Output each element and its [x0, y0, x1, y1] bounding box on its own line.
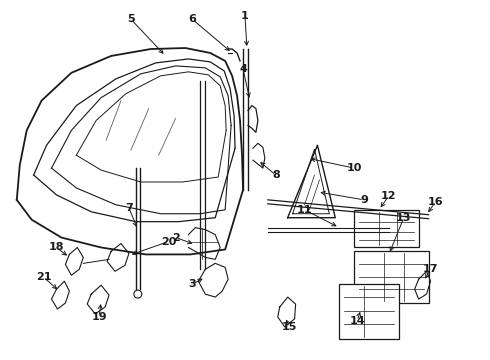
Text: 5: 5: [127, 14, 135, 24]
Text: 2: 2: [172, 233, 179, 243]
Text: 1: 1: [241, 11, 249, 21]
Text: 7: 7: [125, 203, 133, 213]
Text: 9: 9: [360, 195, 368, 205]
Text: 21: 21: [36, 272, 51, 282]
Bar: [354, 251, 429, 303]
Text: 8: 8: [272, 170, 280, 180]
Text: 13: 13: [396, 213, 412, 223]
Text: 17: 17: [423, 264, 439, 274]
Text: 15: 15: [282, 322, 297, 332]
Bar: [339, 284, 399, 339]
Text: 16: 16: [428, 197, 443, 207]
Text: 18: 18: [49, 243, 64, 252]
Bar: [354, 210, 418, 247]
Text: 19: 19: [91, 312, 107, 322]
Text: 12: 12: [381, 191, 396, 201]
Text: 14: 14: [349, 316, 365, 326]
Text: 11: 11: [297, 205, 312, 215]
Text: 10: 10: [346, 163, 362, 173]
Text: 3: 3: [189, 279, 196, 289]
Text: 20: 20: [161, 237, 176, 247]
Text: 6: 6: [189, 14, 196, 24]
Text: 4: 4: [239, 64, 247, 74]
